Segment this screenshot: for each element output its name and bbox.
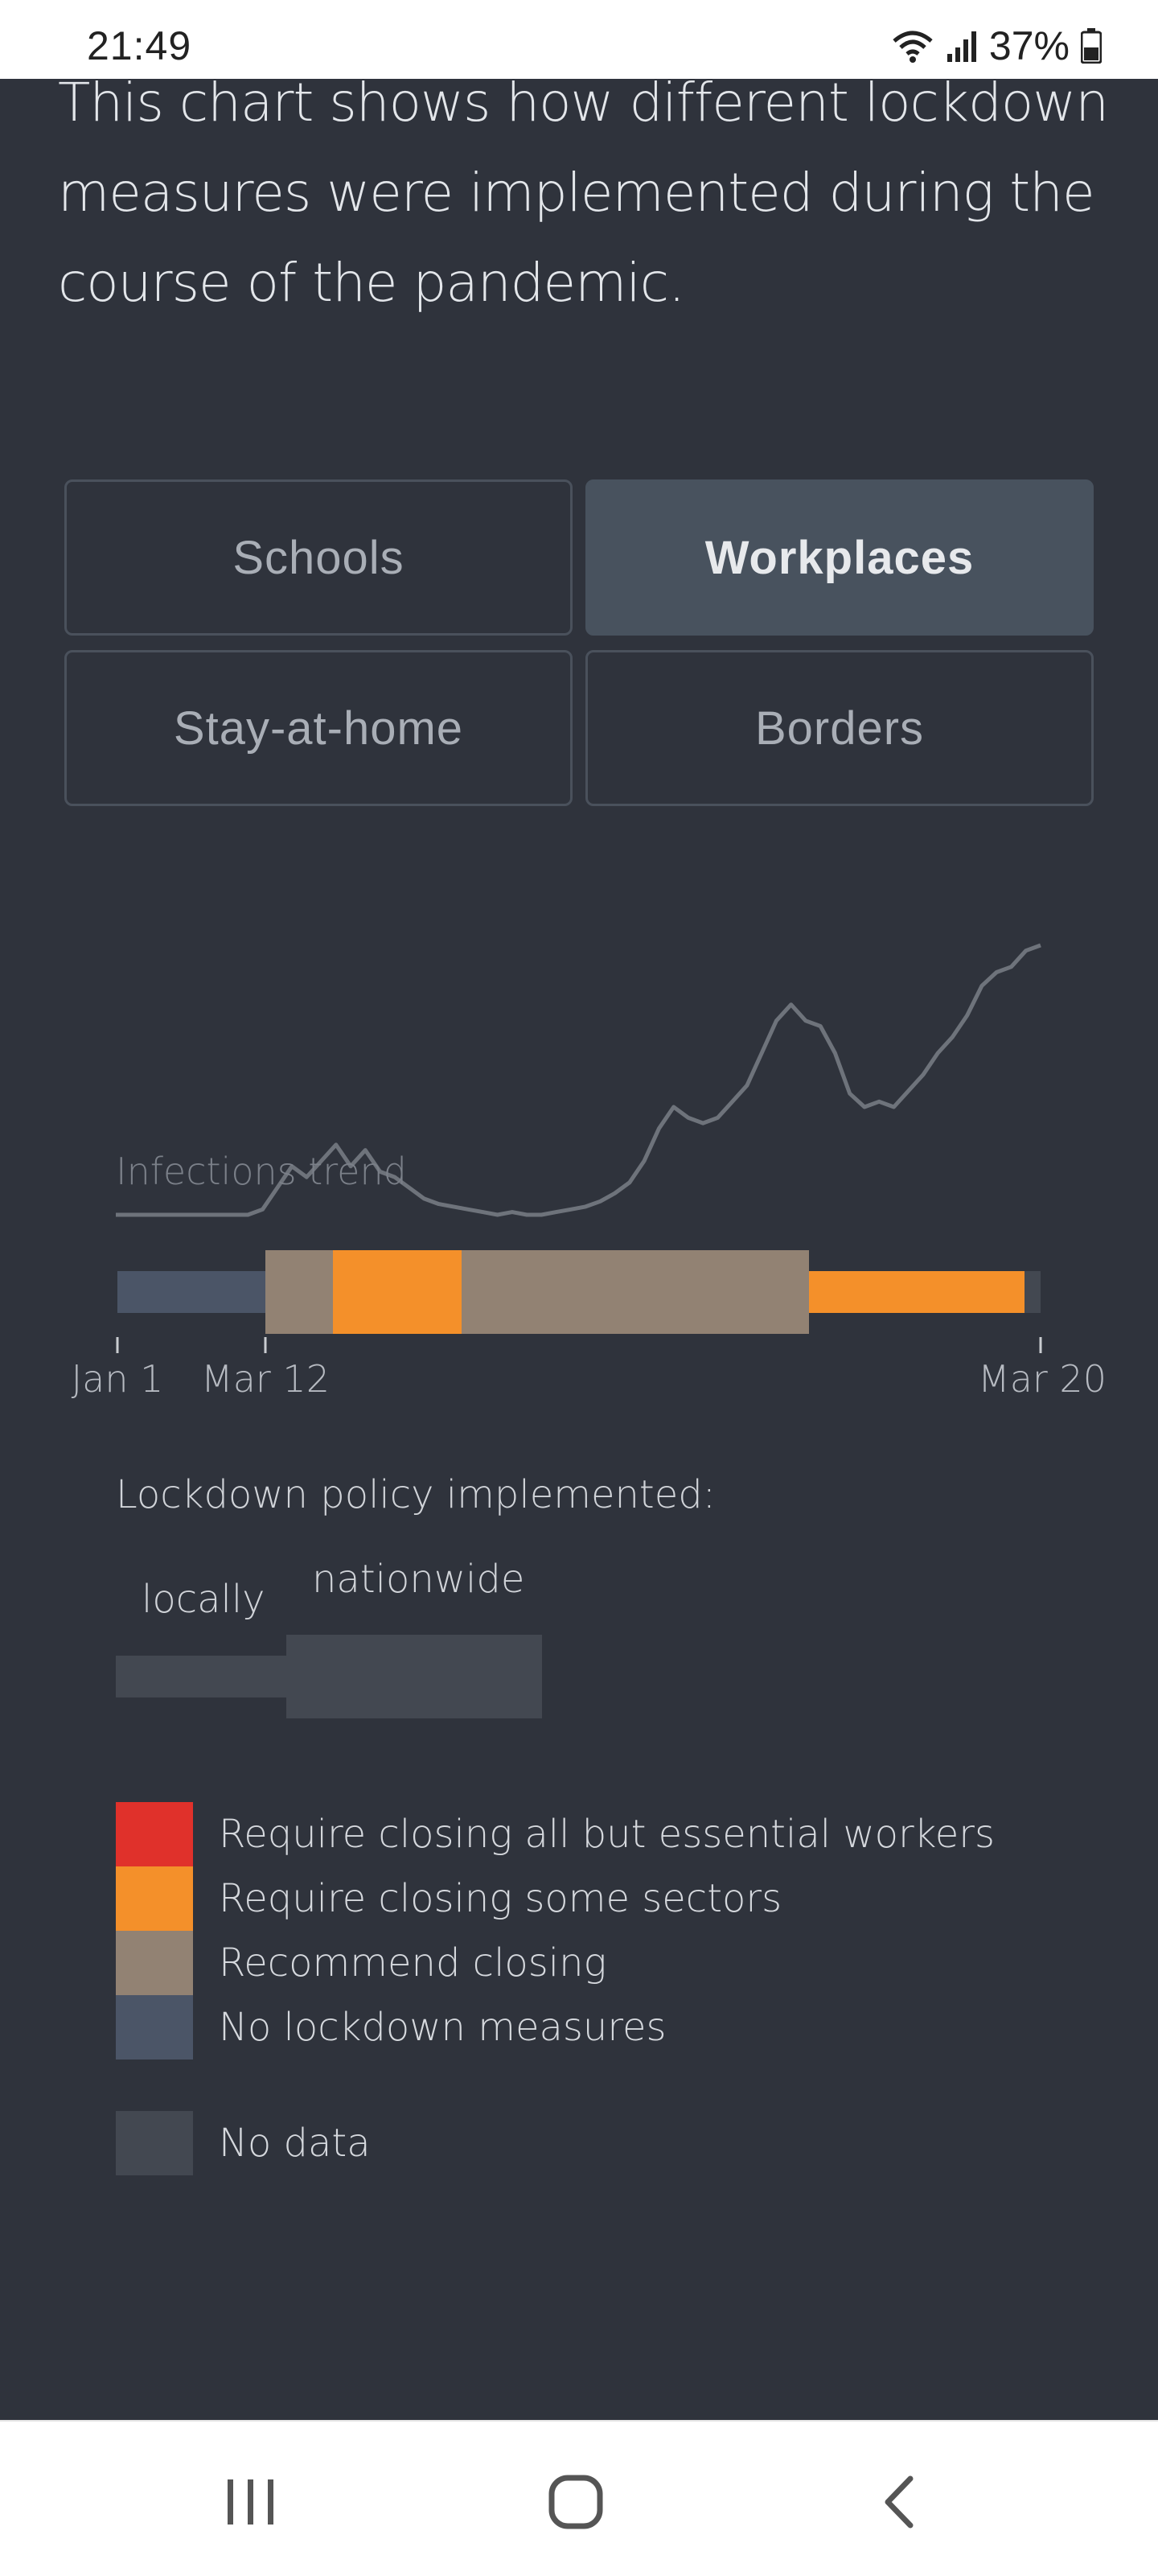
legend-item-no-data: No data [116,2111,371,2175]
status-bar: 21:49 37% [0,0,1158,79]
back-icon[interactable] [867,2470,931,2534]
intro-line: measures were implemented during the [58,162,1095,224]
wifi-icon [891,28,934,64]
legend-swatch [116,1995,193,2060]
legend-locally-label: locally [142,1577,265,1622]
legend-label: Require closing all but essential worker… [219,1812,996,1857]
legend-swatch [116,2111,193,2175]
infections-trend-line [116,943,1041,1217]
tab-workplaces[interactable]: Workplaces [585,479,1094,636]
legend-label: Recommend closing [219,1940,607,1985]
policy-segment [265,1250,333,1334]
tab-stay-at-home[interactable]: Stay-at-home [64,650,573,806]
legend-label: Require closing some sectors [219,1876,782,1921]
lockdown-chart: Infections trend Jan 1 Mar 12 Mar 20 [72,943,1107,1401]
legend-swatch [116,1866,193,1931]
policy-segment [809,1271,1025,1313]
legend-item: Recommend closing [116,1931,606,1995]
x-tick-label: Mar 12 [201,1357,330,1401]
legend-title: Lockdown policy implemented: [116,1472,716,1517]
policy-bar [117,1250,1041,1334]
legend-label: No lockdown measures [219,2005,667,2050]
trend-label: Infections trend [116,1150,407,1193]
policy-segment [117,1271,265,1313]
legend-swatch [116,1802,193,1866]
legend-item: No lockdown measures [116,1995,667,2060]
legend-swatch [116,1931,193,1995]
legend-locally-block [116,1656,286,1697]
x-tick-label: Jan 1 [72,1357,164,1401]
tab-schools[interactable]: Schools [64,479,573,636]
home-icon[interactable] [544,2470,608,2534]
legend-item: Require closing some sectors [116,1866,782,1931]
legend-nationwide-block [286,1635,542,1718]
x-tick-label: Mar 20 [978,1357,1107,1401]
status-icons: 37% [891,23,1102,69]
legend-nationwide-label: nationwide [312,1557,525,1602]
battery-icon [1081,28,1102,64]
intro-text: This chart shows how different lockdown … [58,58,1109,328]
tab-borders[interactable]: Borders [585,650,1094,806]
status-time: 21:49 [87,23,192,68]
battery-percent: 37% [988,23,1070,68]
legend-label: No data [219,2121,371,2166]
navigation-bar [0,2420,1158,2576]
signal-icon [946,28,978,64]
policy-segment [462,1250,809,1334]
intro-line: course of the pandemic. [58,252,685,314]
policy-segment [1025,1271,1041,1313]
intro-line: This chart shows how different lockdown [58,72,1109,134]
policy-segment [333,1250,462,1334]
recent-apps-icon[interactable] [219,2470,283,2534]
legend-item: Require closing all but essential worker… [116,1802,995,1866]
